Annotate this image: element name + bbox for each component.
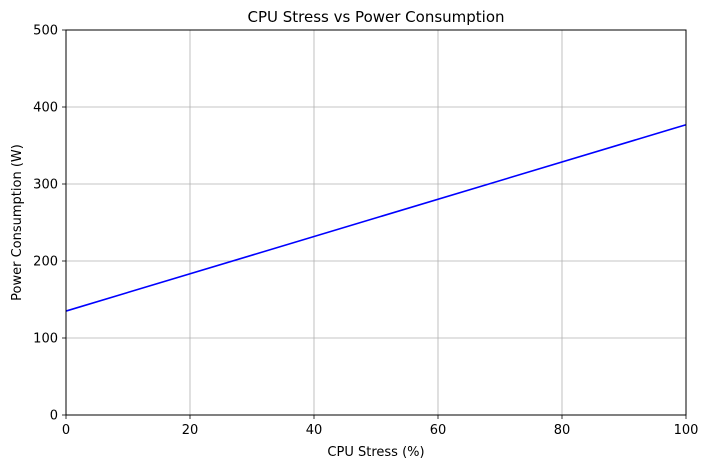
x-tick-label: 60 bbox=[430, 423, 447, 438]
x-axis-title: CPU Stress (%) bbox=[327, 445, 424, 460]
ticks: 0 20 40 60 80 100 0 100 200 300 400 500 bbox=[33, 24, 698, 439]
x-tick-label: 40 bbox=[306, 423, 323, 438]
x-tick-label: 0 bbox=[62, 423, 70, 438]
series-line bbox=[65, 123, 687, 312]
series-layer bbox=[65, 123, 687, 312]
x-tick-label: 100 bbox=[674, 423, 699, 438]
x-tick-label: 80 bbox=[554, 423, 571, 438]
grid bbox=[65, 29, 687, 416]
y-axis-title: Power Consumption (W) bbox=[10, 144, 25, 301]
plot-frame bbox=[65, 29, 687, 416]
y-tick-label: 200 bbox=[33, 255, 58, 270]
y-tick-label: 100 bbox=[33, 332, 58, 347]
y-tick-label: 400 bbox=[33, 101, 58, 116]
x-tick-label: 20 bbox=[182, 423, 199, 438]
y-tick-label: 500 bbox=[33, 24, 58, 39]
y-tick-label: 300 bbox=[33, 178, 58, 193]
y-tick-label: 0 bbox=[50, 409, 58, 424]
chart-title: CPU Stress vs Power Consumption bbox=[247, 8, 504, 26]
